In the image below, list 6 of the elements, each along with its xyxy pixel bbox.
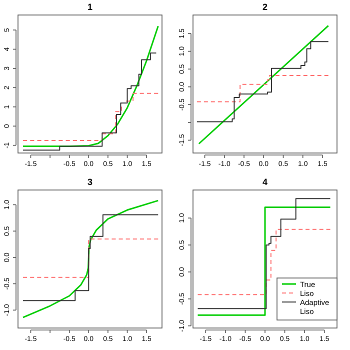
chart-title: 2 [262,2,268,12]
chart-title: 1 [87,2,93,12]
line-series [22,200,159,318]
line-series [22,25,159,148]
chart-title: 3 [87,177,93,187]
chart-title: 4 [262,177,268,187]
